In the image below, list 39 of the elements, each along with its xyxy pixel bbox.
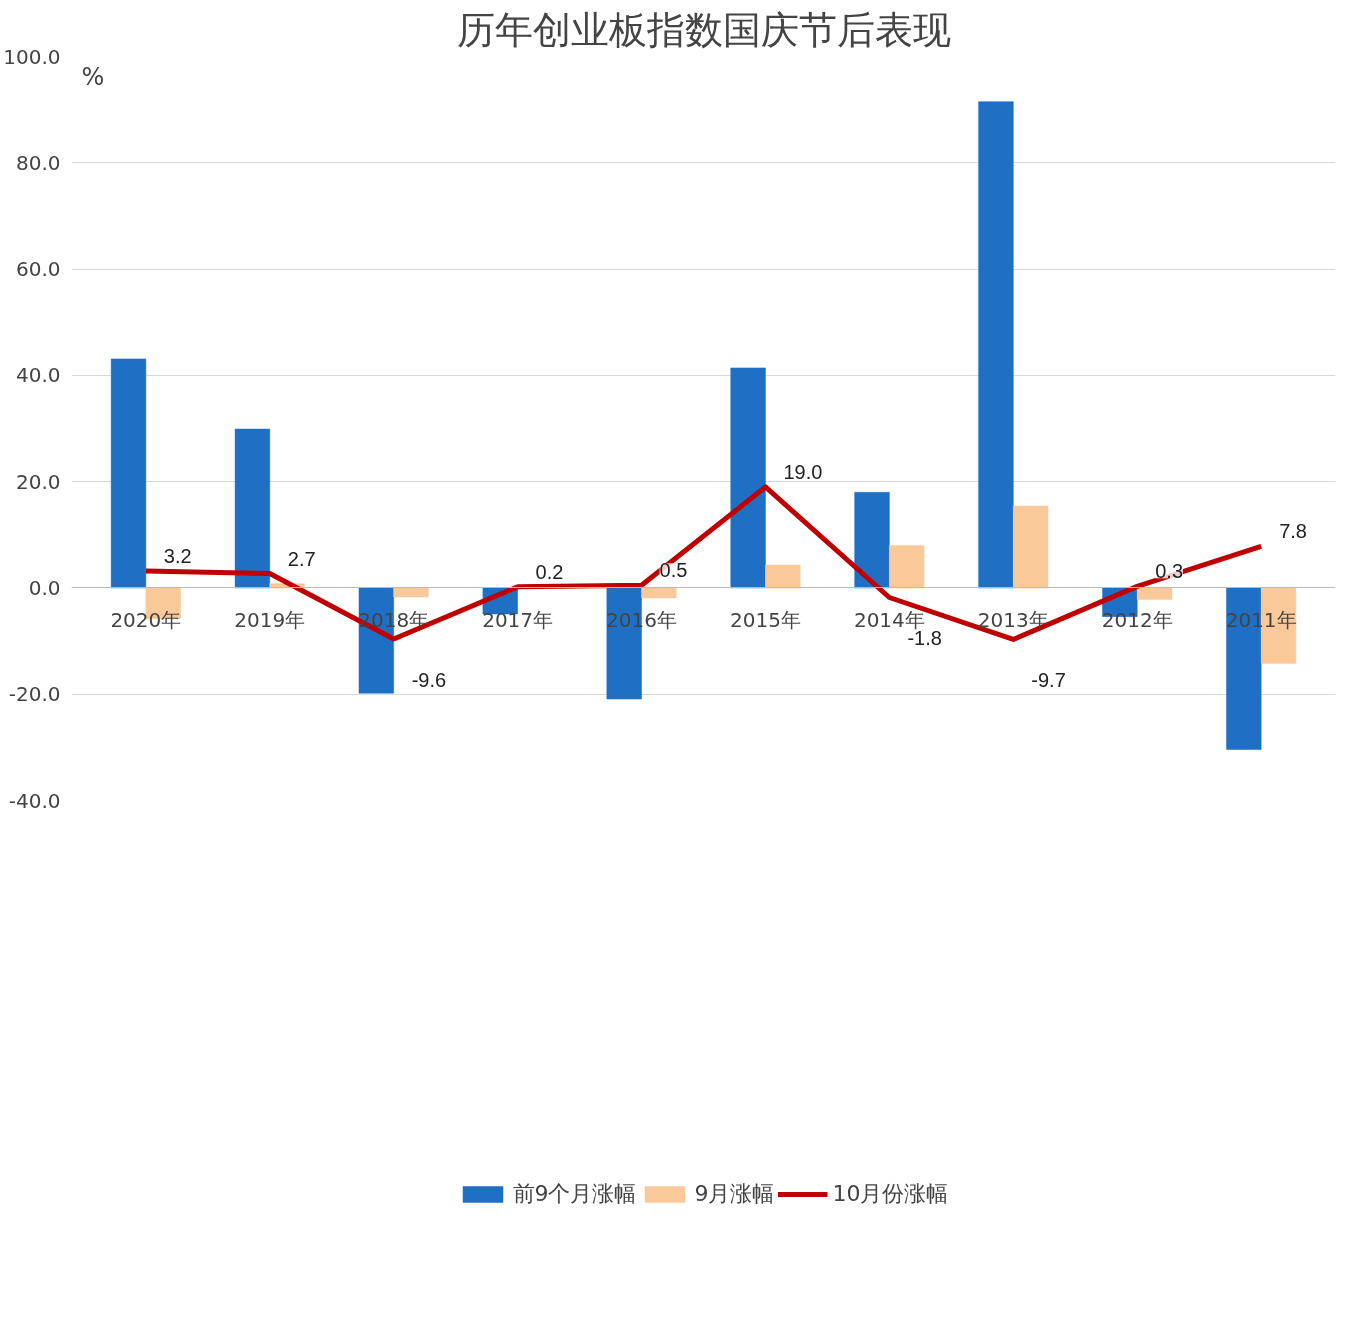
x-tick-label: 2015年 (730, 607, 801, 632)
y-tick-label: -40.0 (8, 788, 61, 813)
bar (1136, 587, 1173, 600)
data-label: 2.7 (287, 547, 316, 570)
y-tick-label: 100.0 (3, 44, 61, 69)
bar (978, 101, 1014, 589)
data-label: -9.7 (1031, 669, 1066, 692)
bar (765, 564, 801, 589)
data-label: 19.0 (783, 460, 823, 483)
bar (641, 587, 677, 599)
y-tick-label: 40.0 (15, 363, 61, 388)
x-tick-label: 2019年 (234, 607, 306, 632)
y-tick-label: 20.0 (15, 469, 61, 494)
bar (730, 367, 766, 589)
bar (1013, 505, 1049, 589)
x-tick-label: 2020年 (110, 607, 182, 632)
legend-label: 10月份涨幅 (832, 1180, 949, 1209)
data-label: 0.3 (1155, 560, 1184, 583)
y-axis-title: % (81, 62, 105, 91)
bar (393, 587, 429, 598)
legend-label: 9月涨幅 (694, 1180, 775, 1209)
bar (889, 545, 925, 589)
bar (854, 492, 890, 589)
data-label: 0.2 (535, 560, 564, 583)
x-tick-label: 2014年 (853, 607, 925, 632)
x-tick-label: 2017年 (482, 607, 554, 632)
data-label: 0.5 (659, 559, 688, 582)
bar (234, 428, 271, 589)
y-tick-label: 80.0 (15, 150, 61, 175)
y-tick-label: -20.0 (8, 682, 61, 707)
y-tick-label: 60.0 (15, 257, 61, 282)
bar (110, 358, 147, 589)
data-label: 7.8 (1279, 520, 1307, 543)
legend-label: 前9个月涨幅 (512, 1180, 637, 1209)
y-tick-label: 0.0 (28, 575, 61, 600)
data-label: -9.6 (411, 668, 447, 691)
data-label: 3.2 (163, 544, 192, 567)
x-tick-label: 2013年 (977, 607, 1049, 632)
chart-title: 历年创业板指数国庆节后表现 (456, 7, 951, 52)
